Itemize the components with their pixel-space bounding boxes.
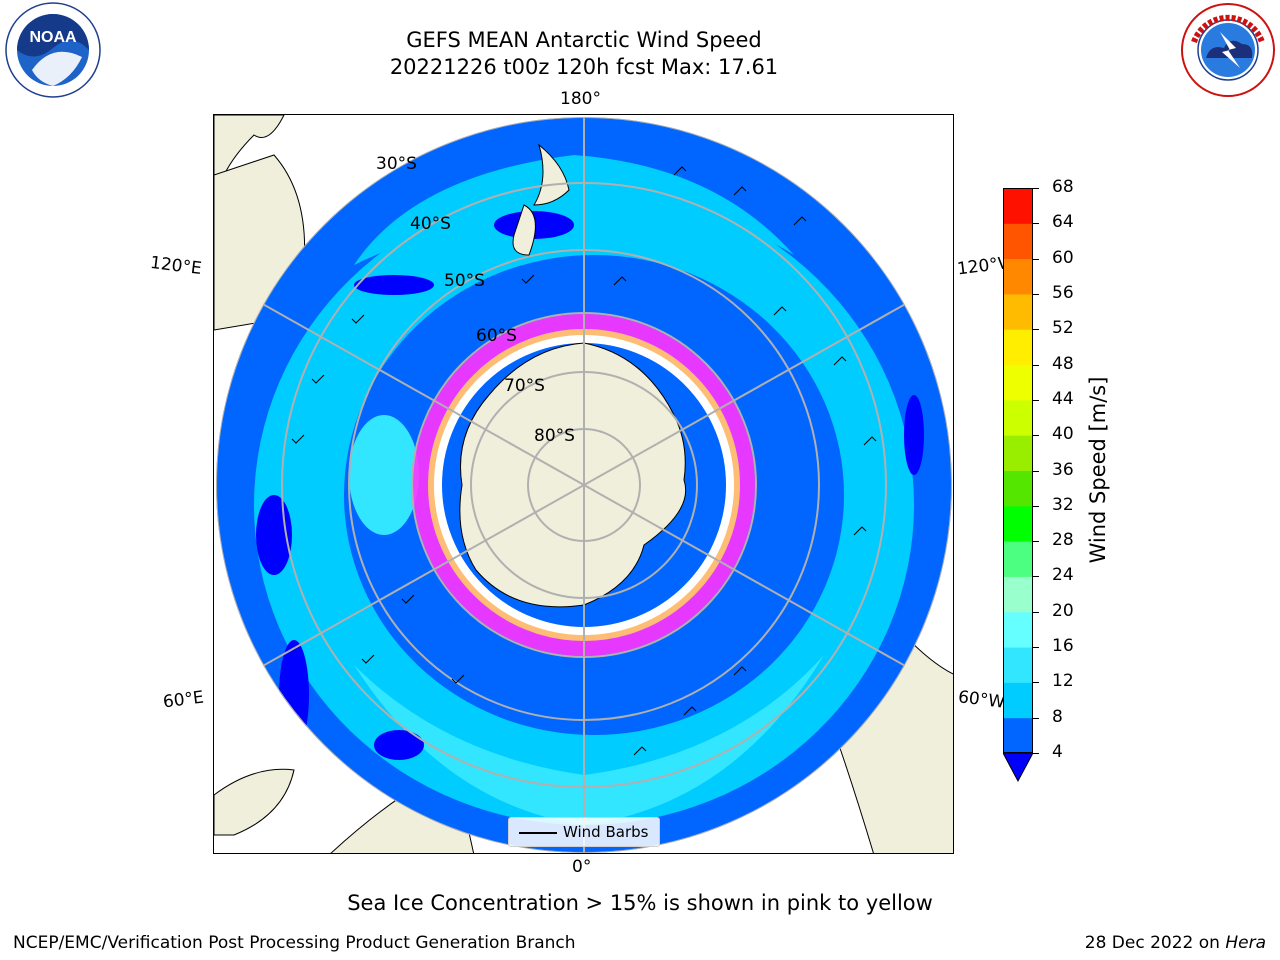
colorbar-tick-label: 68: [1052, 177, 1074, 197]
colorbar-segment: [1003, 258, 1033, 295]
colorbar-tick-mark: [1033, 647, 1039, 649]
lon-label-60w: 60°W: [956, 687, 1006, 713]
colorbar-segment: [1003, 647, 1033, 683]
colorbar-tick-label: 20: [1052, 600, 1074, 621]
lon-label-0: 0°: [572, 857, 592, 877]
colorbar: [1003, 188, 1033, 783]
colorbar-segment: [1003, 541, 1033, 577]
lat-label-70s: 70°S: [504, 376, 545, 396]
colorbar-tick-mark: [1033, 329, 1039, 331]
colorbar-tick-label: 4: [1052, 742, 1063, 762]
colorbar-tick-mark: [1033, 541, 1039, 543]
lat-label-50s: 50°S: [444, 271, 485, 291]
colorbar-segment: [1003, 470, 1033, 507]
lat-label-60s: 60°S: [476, 326, 517, 346]
polar-map: 30°S 40°S 50°S 60°S 70°S 80°S: [214, 115, 953, 853]
colorbar-tick-mark: [1033, 470, 1039, 472]
lat-label-80s: 80°S: [534, 426, 575, 446]
colorbar-tick-mark: [1033, 717, 1039, 719]
lon-label-120e: 120°E: [148, 252, 203, 280]
colorbar-tick-label: 28: [1052, 530, 1074, 551]
colorbar-tick-label: 48: [1052, 353, 1074, 374]
wind-barb-legend-line: [519, 832, 557, 834]
colorbar-tick-mark: [1033, 576, 1039, 578]
noaa-logo-text: NOAA: [29, 29, 77, 46]
land-madagascar: [214, 768, 295, 836]
chart-title: GEFS MEAN Antarctic Wind Speed: [406, 28, 762, 52]
colorbar-tick-mark: [1033, 611, 1039, 613]
colorbar-tick-label: 40: [1052, 424, 1074, 445]
colorbar-tick-mark: [1033, 399, 1039, 401]
colorbar-tick-label: 36: [1052, 459, 1074, 480]
colorbar-tick-label: 8: [1052, 706, 1063, 727]
colorbar-tick-mark: [1033, 258, 1039, 260]
colorbar-tick-mark: [1033, 364, 1039, 366]
nws-logo: [1181, 3, 1275, 97]
colorbar-segment: [1003, 223, 1033, 260]
footer-date-text: 28 Dec 2022 on: [1084, 933, 1226, 953]
colorbar-segment: [1003, 293, 1033, 330]
lon-label-60e: 60°E: [161, 687, 205, 713]
colorbar-tick-label: 32: [1052, 494, 1074, 515]
sea-ice-caption: Sea Ice Concentration > 15% is shown in …: [347, 891, 933, 915]
map-panel: 30°S 40°S 50°S 60°S 70°S 80°S: [213, 114, 954, 854]
colorbar-tick-label: 16: [1052, 636, 1074, 657]
chart-subtitle: 20221226 t00z 120h fcst Max: 17.61: [389, 55, 779, 79]
colorbar-tick-mark: [1033, 753, 1039, 754]
colorbar-tick-label: 52: [1052, 318, 1074, 339]
footer-machine: Hera: [1225, 933, 1266, 953]
colorbar-tick-label: 60: [1052, 247, 1074, 268]
colorbar-segment: [1003, 682, 1033, 719]
colorbar-underflow-arrow: [1003, 752, 1033, 783]
colorbar-segment: [1003, 399, 1033, 436]
land-antarctica: [459, 342, 687, 608]
lat-label-30s: 30°S: [376, 154, 417, 174]
colorbar-segment: [1003, 329, 1033, 366]
wind-barbs: [291, 166, 877, 756]
colorbar-tick-label: 64: [1052, 212, 1074, 233]
lon-label-180: 180°: [560, 89, 601, 109]
colorbar-tick-mark: [1033, 682, 1039, 684]
colorbar-segment: [1003, 364, 1033, 401]
footer-producer: NCEP/EMC/Verification Post Processing Pr…: [13, 933, 576, 953]
colorbar-tick-label: 12: [1052, 671, 1074, 692]
colorbar-tick-mark: [1033, 435, 1039, 437]
colorbar-tick-label: 56: [1052, 282, 1074, 303]
colorbar-segment: [1003, 611, 1033, 648]
colorbar-segment: [1003, 717, 1033, 754]
colorbar-segment: [1003, 435, 1033, 471]
land-new-zealand: [512, 143, 570, 256]
colorbar-tick-mark: [1033, 223, 1039, 225]
lat-label-40s: 40°S: [410, 214, 451, 234]
colorbar-tick-mark: [1033, 505, 1039, 507]
colorbar-tick-label: 24: [1052, 565, 1074, 586]
colorbar-segment: [1003, 576, 1033, 613]
map-legend: Wind Barbs: [508, 817, 660, 847]
wind-barb-legend-label: Wind Barbs: [563, 823, 649, 841]
colorbar-segment: [1003, 505, 1033, 542]
colorbar-segment: [1003, 188, 1033, 224]
colorbar-label: Wind Speed [m/s]: [1086, 376, 1110, 564]
colorbar-tick-label: 44: [1052, 388, 1074, 409]
colorbar-tick-mark: [1033, 293, 1039, 295]
colorbar-tick-mark: [1033, 188, 1039, 189]
noaa-logo: NOAA: [5, 2, 101, 98]
footer-date: 28 Dec 2022 on Hera: [1085, 933, 1266, 953]
